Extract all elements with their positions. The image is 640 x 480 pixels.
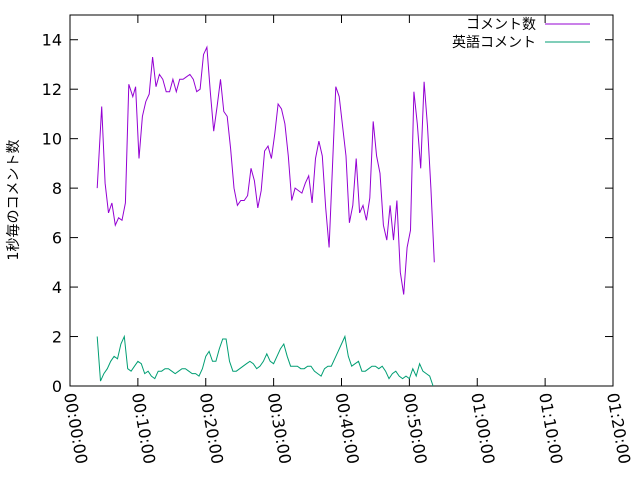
y-axis: 0 2 4 6 8 10 12 14 bbox=[42, 31, 613, 396]
series-line-2 bbox=[96, 334, 434, 387]
y-tick-label: 6 bbox=[52, 229, 62, 248]
y-tick-label: 10 bbox=[42, 130, 62, 149]
x-axis: 00:00:00 00:10:00 00:20:00 00:30:00 00:40:00… bbox=[60, 15, 634, 465]
series-lines bbox=[96, 45, 435, 387]
y-tick-label: 0 bbox=[52, 377, 62, 396]
x-tick-label: 01:20:00 bbox=[603, 391, 634, 465]
x-tick-label: 00:50:00 bbox=[399, 391, 430, 465]
y-tick-label: 12 bbox=[42, 80, 62, 99]
y-axis-label: 1秒毎のコメント数 bbox=[6, 140, 22, 261]
x-tick-label: 00:40:00 bbox=[332, 391, 363, 465]
y-tick-label: 8 bbox=[52, 179, 62, 198]
legend-label: コメント数 bbox=[466, 17, 536, 33]
x-tick-label: 01:10:00 bbox=[535, 391, 566, 465]
x-tick-label: 01:00:00 bbox=[467, 391, 498, 465]
legend-label: 英語コメント bbox=[452, 34, 536, 51]
x-tick-label: 00:00:00 bbox=[60, 391, 91, 465]
series-line-1 bbox=[96, 45, 435, 295]
y-tick-label: 2 bbox=[52, 328, 62, 347]
y-tick-label: 14 bbox=[42, 31, 62, 50]
x-tick-label: 00:30:00 bbox=[264, 391, 295, 465]
y-tick-label: 4 bbox=[52, 278, 62, 297]
x-tick-label: 00:10:00 bbox=[128, 391, 159, 465]
x-tick-label: 00:20:00 bbox=[196, 391, 227, 465]
